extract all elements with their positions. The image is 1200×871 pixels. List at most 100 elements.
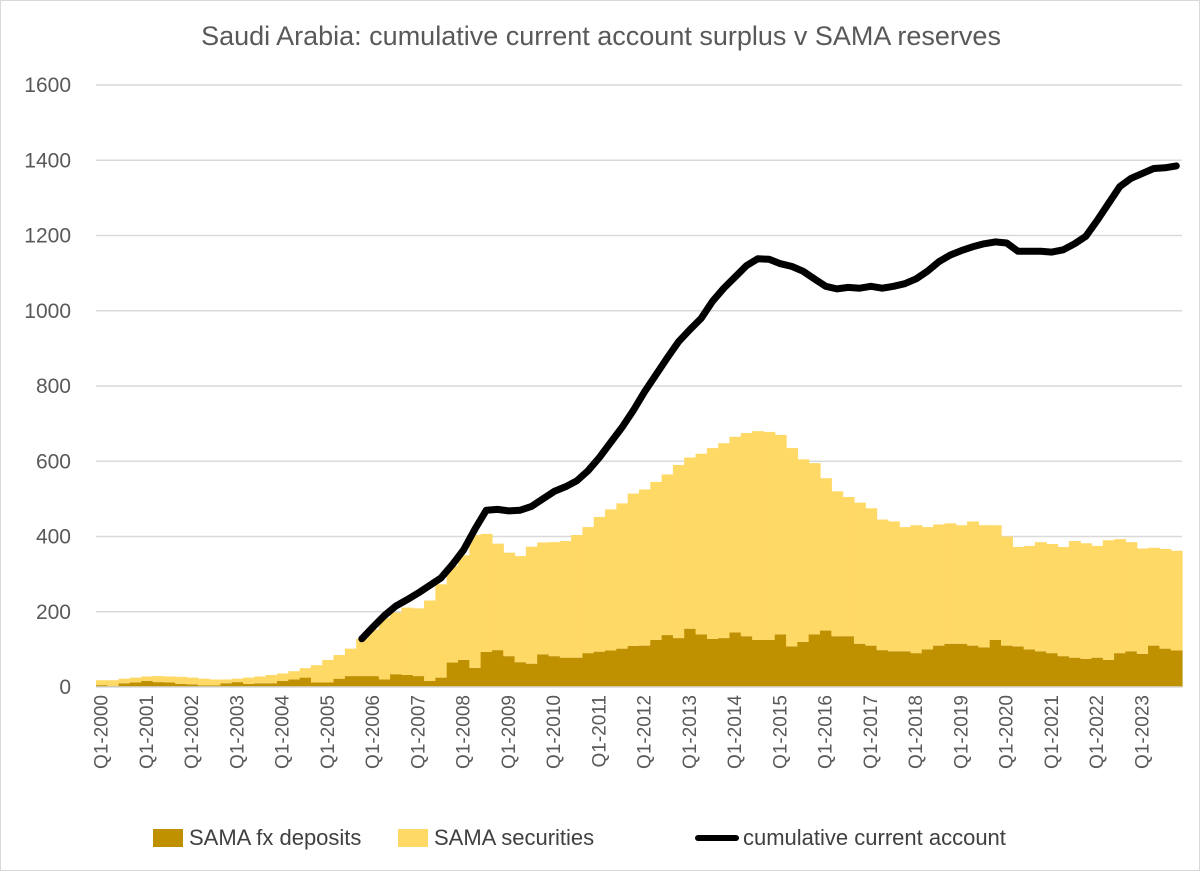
bar-fx-deposits <box>390 674 403 687</box>
x-tick-label: Q1-2019 <box>951 695 972 769</box>
y-tick-label: 400 <box>36 526 71 549</box>
bar-fx-deposits <box>718 638 731 687</box>
bar-fx-deposits <box>1136 653 1149 687</box>
bar-fx-deposits <box>944 643 957 687</box>
bar-fx-deposits <box>740 636 753 687</box>
bar-securities <box>322 659 335 683</box>
bar-securities <box>706 448 719 639</box>
bar-fx-deposits <box>356 676 369 687</box>
bar-fx-deposits <box>650 639 663 687</box>
bar-fx-deposits <box>706 638 719 687</box>
bar-fx-deposits <box>424 680 436 687</box>
bar-securities <box>1136 548 1149 654</box>
bar-securities <box>1170 550 1183 651</box>
x-tick-label: Q1-2022 <box>1087 695 1108 769</box>
bar-fx-deposits <box>955 643 968 687</box>
x-tick-label: Q1-2013 <box>680 695 701 769</box>
bar-securities <box>186 677 199 685</box>
bar-fx-deposits <box>910 653 923 687</box>
bar-securities <box>1091 545 1104 658</box>
bar-securities <box>231 678 244 683</box>
bar-fx-deposits <box>254 683 267 687</box>
bar-fx-deposits <box>322 682 335 687</box>
bar-fx-deposits <box>831 636 844 687</box>
bar-securities <box>1159 548 1172 649</box>
y-tick-label: 600 <box>36 450 71 473</box>
y-tick-label: 1600 <box>24 74 71 97</box>
bar-fx-deposits <box>220 683 233 687</box>
legend-item-current-account: cumulative current account <box>695 825 1006 851</box>
x-tick-label: Q1-2006 <box>363 695 384 769</box>
bar-fx-deposits <box>197 685 210 687</box>
bar-fx-deposits <box>605 650 617 687</box>
bar-fx-deposits <box>503 656 516 687</box>
bar-securities <box>378 617 391 680</box>
bar-fx-deposits <box>514 662 527 687</box>
bar-securities <box>152 676 165 683</box>
bar-fx-deposits <box>537 654 550 687</box>
bar-fx-deposits <box>820 630 832 687</box>
bar-securities <box>265 674 278 684</box>
bar-securities <box>1068 541 1081 658</box>
bar-fx-deposits <box>548 656 561 687</box>
bar-securities <box>220 679 233 684</box>
bar-securities <box>921 527 934 650</box>
bar-securities <box>118 678 131 684</box>
x-tick-label: Q1-2001 <box>137 695 158 769</box>
bar-securities <box>458 555 470 660</box>
bar-securities <box>661 474 674 636</box>
bar-securities <box>197 678 210 686</box>
bar-securities <box>469 534 482 668</box>
bar-fx-deposits <box>978 647 991 687</box>
bar-fx-deposits <box>96 685 108 687</box>
bar-fx-deposits <box>163 682 176 687</box>
bar-fx-deposits <box>1159 648 1172 687</box>
bar-fx-deposits <box>243 683 255 687</box>
bar-securities <box>107 680 120 686</box>
bar-securities <box>480 533 493 653</box>
x-tick-label: Q1-2005 <box>318 695 339 769</box>
bar-fx-deposits <box>1057 656 1070 687</box>
bar-securities <box>1034 542 1047 652</box>
bar-securities <box>650 481 663 640</box>
bar-securities <box>1012 547 1025 647</box>
bar-fx-deposits <box>593 651 606 687</box>
x-tick-label: Q1-2000 <box>92 695 113 769</box>
bar-securities <box>684 457 697 629</box>
bar-securities <box>525 546 538 664</box>
bar-fx-deposits <box>525 663 538 687</box>
bar-fx-deposits <box>899 651 912 687</box>
bar-securities <box>786 448 798 647</box>
bar-securities <box>446 565 459 663</box>
bar-fx-deposits <box>797 641 810 687</box>
bar-fx-deposits <box>333 678 346 687</box>
bar-fx-deposits <box>1080 658 1093 687</box>
bar-fx-deposits <box>1170 650 1183 687</box>
bar-securities <box>887 521 900 652</box>
bar-fx-deposits <box>1034 651 1047 687</box>
x-tick-label: Q1-2012 <box>635 695 656 769</box>
bar-securities <box>1023 545 1036 650</box>
x-tick-label: Q1-2011 <box>589 695 610 768</box>
bar-fx-deposits <box>344 676 357 687</box>
bar-securities <box>1001 536 1013 646</box>
bar-fx-deposits <box>639 645 651 687</box>
y-tick-label: 200 <box>36 601 71 624</box>
bar-securities <box>299 668 312 678</box>
bar-securities <box>367 629 380 677</box>
y-tick-label: 0 <box>59 676 71 699</box>
bar-fx-deposits <box>808 634 821 687</box>
bar-fx-deposits <box>853 643 866 687</box>
bar-fx-deposits <box>435 677 448 687</box>
bar-fx-deposits <box>141 680 154 687</box>
legend-item-securities: SAMA securities <box>398 825 594 851</box>
bar-fx-deposits <box>695 634 708 687</box>
x-tick-label: Q1-2018 <box>906 695 927 769</box>
x-tick-label: Q1-2009 <box>499 695 520 769</box>
bar-fx-deposits <box>152 682 165 687</box>
bar-fx-deposits <box>967 645 979 687</box>
x-tick-label: Q1-2007 <box>408 695 429 769</box>
bar-fx-deposits <box>842 636 855 687</box>
legend-swatch-current-account <box>695 835 739 841</box>
line-cumulative-current-account <box>358 162 1180 643</box>
